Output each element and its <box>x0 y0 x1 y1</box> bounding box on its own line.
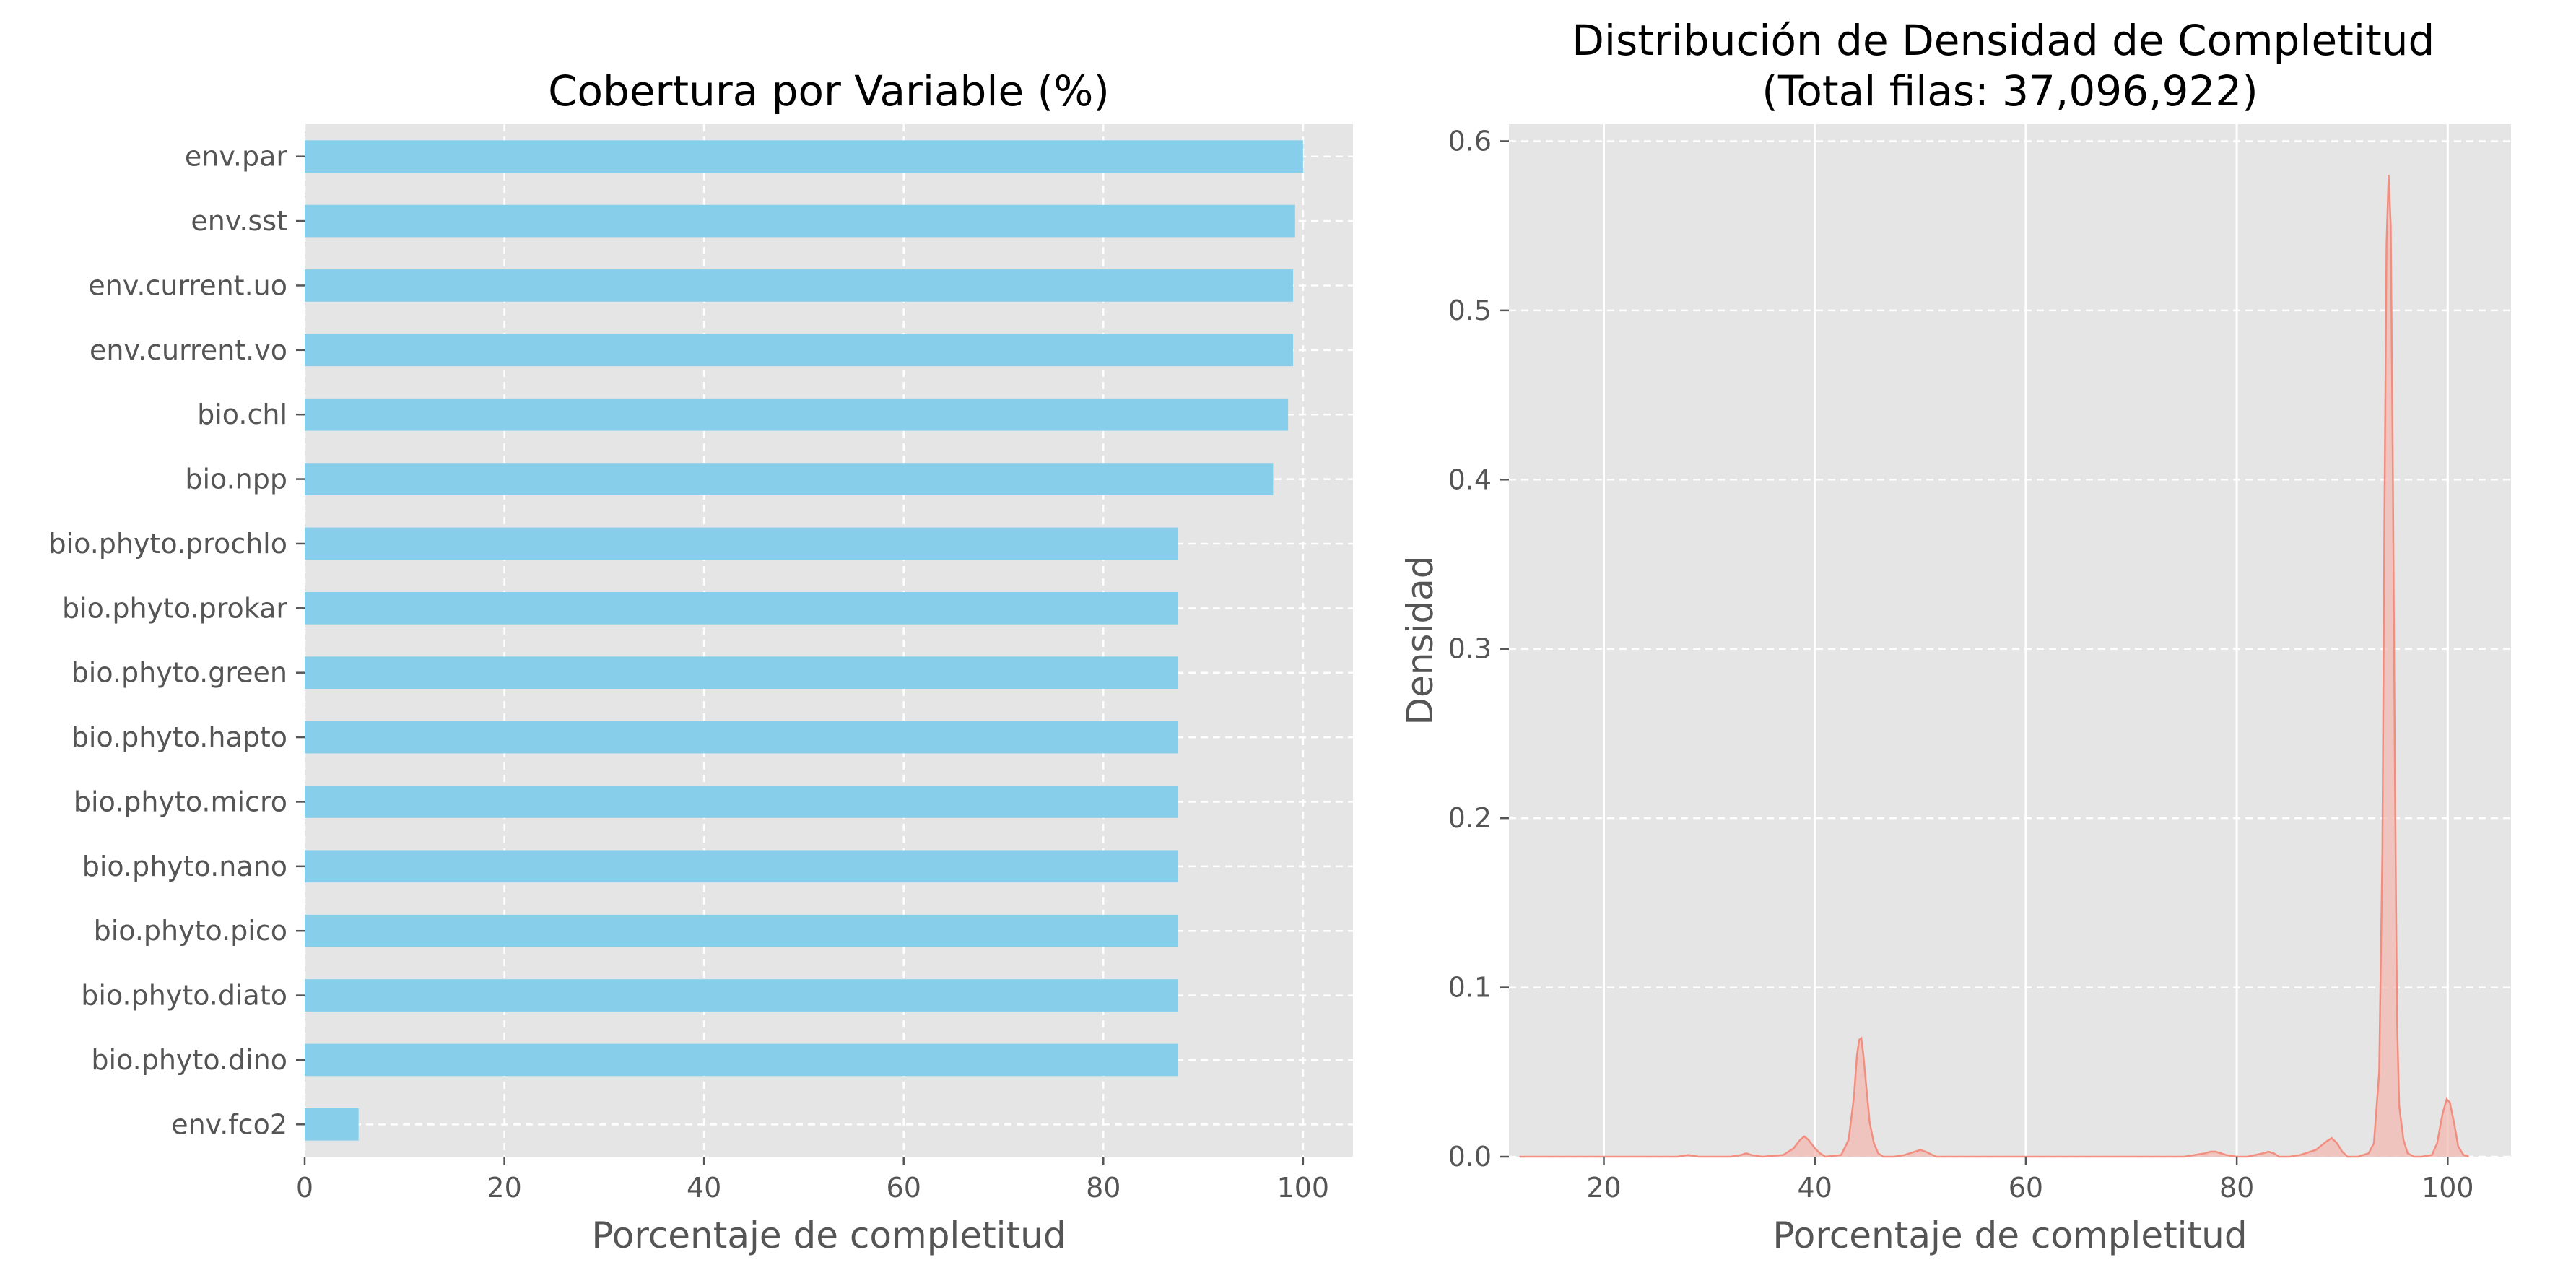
y-tick-label: 0.5 <box>1448 295 1492 326</box>
category-label: bio.phyto.green <box>71 657 287 689</box>
bar-chart-category-labels: env.par env.sst env.current.uo env.current.… <box>48 141 305 1140</box>
bar-bio-phyto-prochlo <box>305 527 1178 560</box>
bar-chart-x-ticks: 0 20 40 60 80 100 <box>296 1157 1329 1204</box>
category-label: bio.npp <box>185 464 287 495</box>
x-tick-label: 20 <box>487 1172 521 1204</box>
category-label: bio.phyto.prokar <box>62 592 287 624</box>
bar-bio-phyto-nano <box>305 850 1178 883</box>
category-label: bio.chl <box>197 399 287 430</box>
density-chart-y-axis-label: Densidad <box>1399 555 1441 725</box>
category-label: bio.phyto.hapto <box>71 721 287 753</box>
bar-bio-npp <box>305 463 1274 495</box>
coverage-bar-chart: 0 20 40 60 80 100 env.par env.sst env.current.u… <box>48 66 1353 1256</box>
category-label: env.sst <box>191 205 287 237</box>
bar-bio-phyto-micro <box>305 786 1178 818</box>
x-tick-label: 20 <box>1586 1172 1621 1204</box>
x-tick-label: 40 <box>1798 1172 1832 1204</box>
y-tick-label: 0.6 <box>1448 125 1492 157</box>
category-label: env.current.uo <box>88 269 287 301</box>
density-chart: 20 40 60 80 100 0.0 0.1 0.2 0.3 0.4 0.5 0.6 Distri… <box>1399 16 2511 1256</box>
density-chart-title-line-1: Distribución de Densidad de Completitud <box>1572 16 2434 65</box>
bar-env-current-vo <box>305 334 1294 367</box>
density-chart-x-axis-label: Porcentaje de completitud <box>1772 1214 2247 1256</box>
density-chart-y-ticks: 0.0 0.1 0.2 0.3 0.4 0.5 0.6 <box>1448 125 1509 1173</box>
density-chart-title: Distribución de Densidad de Completitud … <box>1572 16 2448 116</box>
bar-env-sst <box>305 204 1295 238</box>
category-label: bio.phyto.prochlo <box>48 528 287 560</box>
category-label: bio.phyto.diato <box>81 980 287 1012</box>
bar-bio-phyto-green <box>305 656 1178 690</box>
bar-bio-phyto-prokar <box>305 591 1178 625</box>
density-curve-line <box>1519 175 2469 1158</box>
bar-bio-phyto-hapto <box>305 721 1178 754</box>
density-chart-plot-area <box>1509 124 2511 1157</box>
y-tick-label: 0.1 <box>1448 972 1492 1004</box>
category-label: env.par <box>185 141 287 173</box>
bar-env-fco2 <box>305 1108 359 1141</box>
x-tick-label: 100 <box>2421 1172 2474 1204</box>
bar-chart-bars <box>305 140 1303 1141</box>
x-tick-label: 0 <box>296 1172 313 1204</box>
bar-bio-phyto-dino <box>305 1043 1178 1077</box>
bar-env-current-uo <box>305 269 1294 302</box>
bar-chart-title: Cobertura por Variable (%) <box>548 66 1110 116</box>
x-tick-label: 60 <box>2009 1172 2043 1204</box>
category-label: env.fco2 <box>171 1108 287 1140</box>
x-tick-label: 60 <box>887 1172 921 1204</box>
bar-bio-chl <box>305 398 1289 431</box>
bar-bio-phyto-pico <box>305 914 1178 947</box>
bar-chart-x-axis-label: Porcentaje de completitud <box>591 1214 1066 1256</box>
y-tick-label: 0.0 <box>1448 1141 1492 1173</box>
bar-env-par <box>305 140 1303 173</box>
category-label: bio.phyto.pico <box>94 915 287 947</box>
bar-bio-phyto-diato <box>305 979 1178 1012</box>
x-tick-label: 40 <box>687 1172 721 1204</box>
density-chart-title-line-2: (Total filas: 37,096,922) <box>1762 66 2258 116</box>
density-chart-x-ticks: 20 40 60 80 100 <box>1586 1157 2474 1204</box>
y-tick-label: 0.4 <box>1448 464 1492 495</box>
x-tick-label: 100 <box>1277 1172 1330 1204</box>
y-tick-label: 0.2 <box>1448 802 1492 834</box>
y-tick-label: 0.3 <box>1448 633 1492 665</box>
category-label: env.current.vo <box>90 334 287 366</box>
category-label: bio.phyto.dino <box>91 1044 287 1076</box>
category-label: bio.phyto.micro <box>74 786 287 817</box>
x-tick-label: 80 <box>1086 1172 1121 1204</box>
category-label: bio.phyto.nano <box>82 851 287 882</box>
x-tick-label: 80 <box>2219 1172 2254 1204</box>
